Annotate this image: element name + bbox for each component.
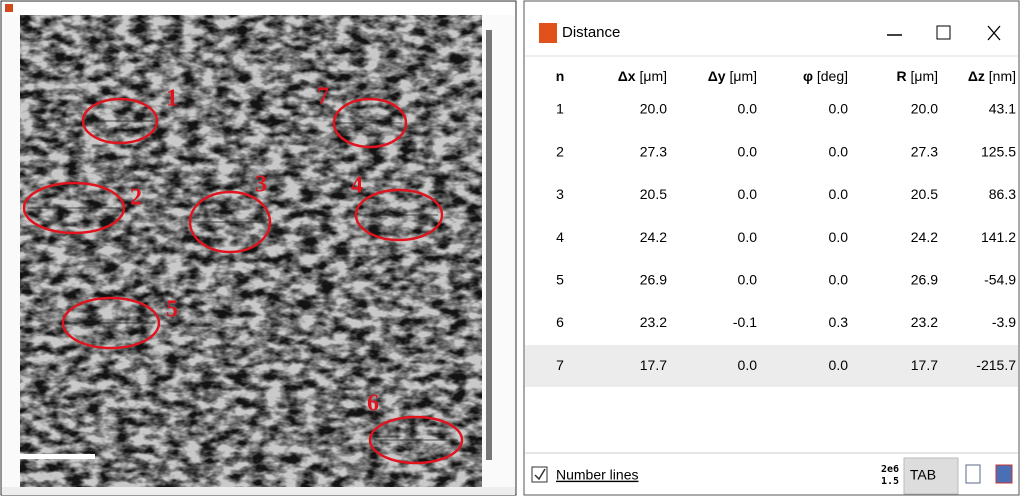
table-cell: -0.1 <box>733 314 757 330</box>
table-cell: 6 <box>556 314 564 330</box>
table-cell: 3 <box>556 186 564 202</box>
table-cell: 0.0 <box>829 229 849 245</box>
header-symbol: R <box>896 68 906 84</box>
header-unit: [nm] <box>989 68 1016 84</box>
column-header: n <box>556 68 565 84</box>
marker-label: 6 <box>367 391 379 417</box>
checkbox-label[interactable]: Number lines <box>556 467 638 483</box>
column-header: Δy [μm] <box>708 68 757 84</box>
table-cell: 4 <box>556 229 564 245</box>
table-cell: 0.0 <box>738 357 758 373</box>
table-cell: 125.5 <box>981 143 1016 159</box>
column-header: Δx [μm] <box>618 68 667 84</box>
table-cell: 24.2 <box>911 229 938 245</box>
table-cell: 20.5 <box>640 186 667 202</box>
table-cell: -215.7 <box>976 357 1016 373</box>
table-cell: 0.0 <box>829 143 849 159</box>
table-cell: 5 <box>556 272 564 288</box>
height-scale <box>486 30 492 460</box>
header-symbol: φ <box>803 68 813 84</box>
marker-label: 2 <box>130 185 142 211</box>
table-cell: -54.9 <box>984 272 1016 288</box>
table-cell: 20.0 <box>911 101 938 117</box>
table-cell: 26.9 <box>911 272 938 288</box>
window-title: Distance <box>562 24 620 41</box>
table-cell: 0.0 <box>829 186 849 202</box>
header-symbol: Δx <box>618 68 636 84</box>
column-header: Δz [nm] <box>968 68 1016 84</box>
table-cell: 27.3 <box>640 143 667 159</box>
table-cell: 17.7 <box>640 357 667 373</box>
table-cell: 20.0 <box>640 101 667 117</box>
table-cell: 43.1 <box>989 101 1016 117</box>
header-unit: [μm] <box>729 68 757 84</box>
table-cell: 0.0 <box>829 357 849 373</box>
table-cell: 23.2 <box>911 314 938 330</box>
scale-bar <box>20 454 95 459</box>
table-cell: -3.9 <box>992 314 1016 330</box>
table-cell: 0.0 <box>738 272 758 288</box>
marker-label: 4 <box>351 173 363 199</box>
table-cell: 0.3 <box>829 314 849 330</box>
copy-icon[interactable] <box>966 465 980 483</box>
marker-label: 5 <box>166 297 178 323</box>
header-symbol: n <box>556 68 565 84</box>
table-cell: 141.2 <box>981 229 1016 245</box>
table-cell: 0.0 <box>738 229 758 245</box>
marker-label: 3 <box>255 172 267 198</box>
header-unit: [deg] <box>817 68 848 84</box>
format-icon-bottom[interactable]: 1.5 <box>881 476 899 487</box>
image-titlebar <box>2 2 515 15</box>
table-cell: 0.0 <box>829 272 849 288</box>
table-cell: 26.9 <box>640 272 667 288</box>
table-cell: 2 <box>556 143 564 159</box>
table-cell: 17.7 <box>911 357 938 373</box>
app-icon <box>5 4 13 12</box>
table-cell: 0.0 <box>829 101 849 117</box>
page: 1234567 Distance nΔx [μm]Δy [μm]φ [deg]R… <box>0 0 1020 497</box>
v-ruler <box>2 15 20 487</box>
table-cell: 0.0 <box>738 186 758 202</box>
save-icon[interactable] <box>996 465 1012 483</box>
header-symbol: Δz <box>968 68 985 84</box>
column-header: R [μm] <box>896 68 938 84</box>
window-icon <box>539 23 557 43</box>
header-unit: [μm] <box>910 68 938 84</box>
marker-label: 7 <box>317 84 329 110</box>
marker-label: 1 <box>166 86 178 112</box>
table-cell: 23.2 <box>640 314 667 330</box>
status-bar <box>2 487 515 495</box>
tab-button-label[interactable]: TAB <box>910 467 936 483</box>
format-icon-top[interactable]: 2e6 <box>881 464 899 475</box>
table-cell: 86.3 <box>989 186 1016 202</box>
distance-window <box>524 1 1019 495</box>
table-cell: 0.0 <box>738 143 758 159</box>
selected-row-bg <box>525 345 1018 387</box>
header-symbol: Δy <box>708 68 726 84</box>
table-cell: 24.2 <box>640 229 667 245</box>
header-unit: [μm] <box>639 68 667 84</box>
column-header: φ [deg] <box>803 68 848 84</box>
table-cell: 1 <box>556 101 564 117</box>
table-cell: 20.5 <box>911 186 938 202</box>
table-cell: 0.0 <box>738 101 758 117</box>
table-cell: 7 <box>556 357 564 373</box>
screen: 1234567 Distance nΔx [μm]Δy [μm]φ [deg]R… <box>0 0 1020 497</box>
table-cell: 27.3 <box>911 143 938 159</box>
